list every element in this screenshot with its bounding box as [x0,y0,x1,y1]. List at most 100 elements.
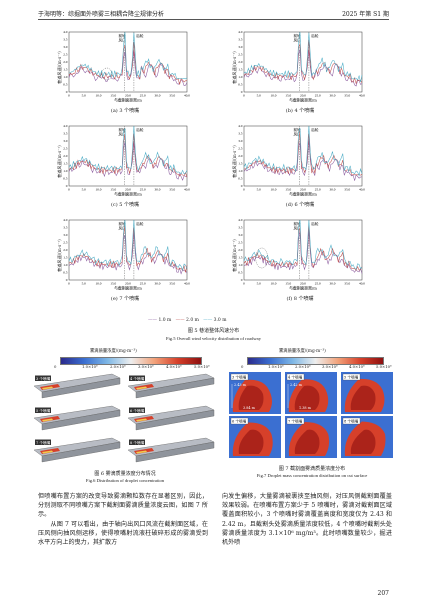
fig5-panel-6: 0 0.5 1.0 1.5 2.0 2.5 3.0 3.5 4.0 0 5.0 10.0 15.0 20.… [230,216,370,302]
x-tick-label: 40.0 [359,188,365,192]
y-tick-label: 2.0 [63,154,68,158]
y-tick-label: 2.0 [63,60,68,64]
view-tag-bg [129,407,145,413]
figure-7-caption-cn: 图 7 截割面雾滴质量浓度分布 [278,466,346,472]
view-tag-bg [35,375,51,381]
x-axis-label: 与截割面距离/m [289,98,317,103]
roadway-floor [135,377,215,399]
x-tick-label: 15.0 [110,188,116,192]
page-number: 207 [377,590,389,597]
view-tag-bg [230,417,249,425]
figure-5-caption-cn: 图 5 巷道整体风速分布 [187,328,240,334]
roadway-floor [135,441,215,463]
y-axis-label: 巷道风速/(m·s⁻¹) [57,145,62,178]
view-tag: 4 个喷嘴 [288,375,303,380]
roadway-floor [41,441,121,463]
y-tick-label: 1.5 [63,68,68,72]
legend-series-3: 3.0 m [213,318,227,323]
view-tag: 7 个喷嘴 [288,419,303,424]
fig6-view-3: 5 个喷嘴 [33,405,121,431]
annot-front: 前轮 [119,33,127,38]
y-tick-label: 2.5 [238,147,243,151]
y-tick-label: 4.0 [238,218,243,222]
panel-caption: (c) 5 个喷嘴 [110,202,140,208]
view-tag-bg [342,417,361,425]
x-tick-label: 30.0 [155,282,161,286]
figure-6-caption-cn: 图 6 雾滴质量浓度分布情况 [94,471,156,477]
colorbar-tick: 1.0×10⁶ [268,364,284,369]
y-tick-label: 3.5 [238,226,243,230]
fig6-cbar-title: 雾滴质量浓度/(mg·m⁻³) [90,349,137,354]
annot-back: 后轮 [136,33,144,38]
droplet-core [136,418,147,422]
fig7-view-3: 5 个喷嘴 [341,372,393,414]
view-tag-bg [129,439,145,445]
y-axis-label: 巷道风速/(m·s⁻¹) [232,51,237,84]
x-tick-label: 15.0 [285,188,291,192]
panel-caption: (b) 4 个喷嘴 [285,108,315,114]
droplet-core-region [238,385,264,410]
x-tick-label: 20.0 [125,282,131,286]
view-tag-bg [286,417,305,425]
header-issue: 2025 年第 S1 期 [342,11,389,18]
roadway-floor [135,409,215,431]
series-line-1 [68,231,188,275]
fig6-view-4: 6 个喷嘴 [127,405,215,431]
y-tick-label: 2.0 [238,154,243,158]
legend-series-1: 1.0 m [158,318,172,323]
series-line-1 [243,230,363,274]
x-tick-label: 0 [243,188,245,192]
series-line-2 [68,41,188,85]
view-tag-bg [342,373,361,381]
fig6-view-5: 7 个喷嘴 [33,437,121,463]
droplet-core-region [350,385,376,410]
y-tick-label: 2.0 [238,248,243,252]
x-tick-label: 20.0 [125,188,131,192]
y-tick-label: 0.5 [63,83,68,87]
x-tick-label: 30.0 [155,188,161,192]
view-tag: 6 个喷嘴 [130,408,145,413]
y-tick-label: 1.0 [238,263,243,267]
body-text-right: 向发生偏移，大量雾滴被裹挟至抽风侧，对压风侧截割面覆盖效果较弱。在喷嘴布置方案少… [222,493,392,547]
y-tick-label: 3.0 [63,139,68,143]
x-tick-label: 35.0 [169,282,175,286]
y-tick-label: 2.5 [63,147,68,151]
view-tag: 3 个喷嘴 [36,376,51,381]
y-tick-label: 3.5 [63,38,68,42]
y-tick-label: 1.0 [238,75,243,79]
y-tick-label: 1.0 [238,169,243,173]
annot-vent: 风口 [119,133,127,137]
x-tick-label: 10.0 [271,94,277,98]
x-tick-label: 5.0 [257,94,262,98]
annot-vent: 风口 [119,39,127,43]
view-tag-bg [286,373,305,381]
x-tick-label: 0 [68,94,70,98]
y-tick-label: 3.5 [63,132,68,136]
x-tick-label: 40.0 [184,94,190,98]
view-tag: 8 个喷嘴 [130,440,145,445]
roadway-floor [41,409,121,431]
droplet-core [42,418,53,422]
fig7-colorbar [247,357,384,365]
x-tick-label: 20.0 [125,94,131,98]
y-axis-label: 巷道风速/(m·s⁻¹) [232,239,237,272]
figure-5-legend: —— 1.0 m —— 2.0 m —— 3.0 m [148,318,227,323]
x-tick-label: 30.0 [155,94,161,98]
y-tick-label: 0 [66,90,68,94]
droplet-core-region [294,385,320,410]
annot-back: 后轮 [311,33,319,38]
x-tick-label: 5.0 [82,188,87,192]
series-line-2 [243,40,363,85]
y-tick-label: 0.5 [238,177,243,181]
figure-5-caption-en: Fig.5 Overall wind velocity distribution… [165,336,262,341]
y-tick-label: 2.5 [63,241,68,245]
x-tick-label: 5.0 [82,94,87,98]
x-tick-label: 35.0 [169,188,175,192]
view-tag-bg [129,375,145,381]
roadway-floor [41,377,121,399]
figure-6-caption-en: Fig.6 Distribution of droplet concentrat… [85,478,165,483]
droplet-core-region [238,429,264,454]
y-tick-label: 2.0 [63,248,68,252]
dimension-label: 2.42 m [290,383,303,387]
y-tick-label: 0 [66,184,68,188]
